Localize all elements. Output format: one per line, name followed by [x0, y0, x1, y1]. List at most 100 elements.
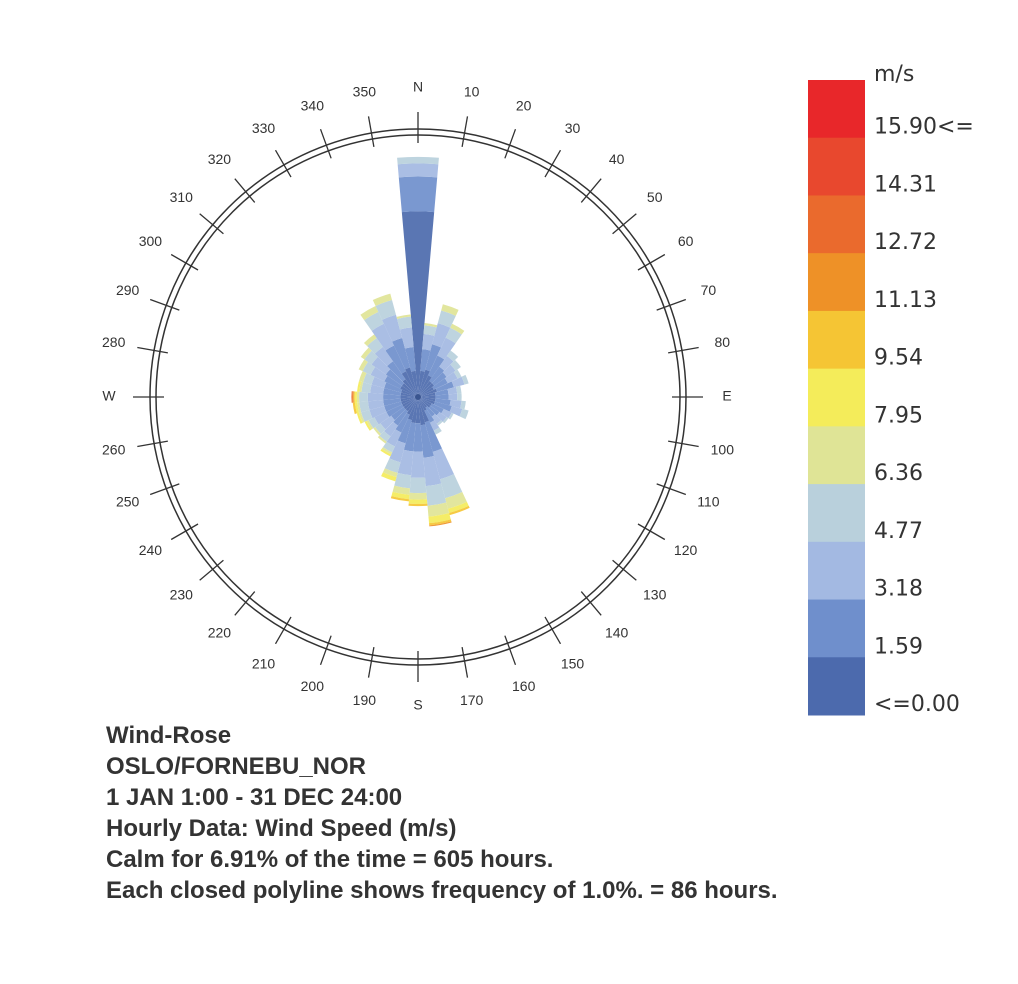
info-line: Calm for 6.91% of the time = 605 hours. [106, 846, 553, 873]
wedge [384, 382, 403, 393]
angle-tick-label: 60 [678, 233, 694, 249]
wedge [440, 474, 463, 499]
wedge [384, 458, 401, 473]
wedge [409, 477, 427, 494]
angle-tick-label: 250 [116, 493, 140, 509]
angle-tick-label: 190 [353, 692, 377, 708]
wedge [401, 211, 435, 397]
colorbar-title: m/s [874, 62, 914, 87]
angle-tick-label: 100 [711, 441, 735, 457]
wedge [401, 383, 418, 397]
angle-tick [199, 213, 224, 235]
wedge [432, 448, 454, 480]
wedge [449, 399, 462, 409]
angle-tick-label: 220 [208, 624, 232, 640]
wedge [354, 391, 358, 403]
angle-tick-label: 230 [170, 586, 194, 602]
wedge [449, 406, 463, 417]
angle-tick [612, 213, 637, 235]
angle-tick-label: 170 [460, 692, 484, 708]
wedge [384, 401, 403, 412]
angle-tick-label: E [722, 388, 731, 404]
wedge [405, 346, 416, 372]
colorbar-label: 9.54 [874, 346, 923, 371]
angle-tick [274, 149, 292, 178]
wedge [363, 334, 377, 347]
center-dot [415, 394, 421, 400]
wedge [457, 393, 462, 401]
wedge [424, 420, 442, 452]
wedge [362, 361, 376, 375]
angle-tick-label: 10 [464, 83, 480, 99]
wedge [453, 369, 462, 379]
wedge [386, 404, 404, 418]
angle-tick [274, 616, 292, 645]
angle-tick-label: S [413, 697, 422, 713]
wedge [408, 499, 428, 504]
colorbar-swatch [808, 541, 865, 601]
angle-tick [170, 253, 199, 271]
wedge [400, 397, 418, 402]
angle-tick [319, 635, 332, 666]
wedge [399, 327, 414, 349]
colorbar-label: <=0.00 [874, 692, 960, 717]
wedge [433, 427, 442, 435]
wedge [375, 423, 386, 435]
wedge [435, 394, 449, 400]
angle-tick [580, 591, 602, 616]
wedge [425, 344, 442, 372]
colorbar-swatch [808, 368, 865, 427]
wedge [381, 472, 397, 482]
wedge [359, 401, 370, 413]
angle-tick [504, 635, 517, 666]
colorbar-swatch [808, 657, 865, 716]
wedge [400, 392, 418, 397]
wedge [367, 400, 385, 410]
colorbar-swatch [808, 253, 865, 312]
angle-tick [137, 346, 168, 354]
wedge [371, 376, 387, 388]
wedge [374, 411, 390, 425]
angle-tick [367, 647, 375, 678]
angle-tick-label: 330 [252, 120, 276, 136]
wedge [364, 350, 378, 365]
angle-tick-label: 160 [512, 678, 536, 694]
wedge [429, 519, 452, 526]
wedge [418, 397, 428, 408]
wedge [386, 429, 402, 447]
wedge [422, 333, 435, 351]
info-line: 1 JAN 1:00 - 31 DEC 24:00 [106, 784, 402, 811]
wedge [418, 370, 425, 397]
angle-tick-label: 280 [102, 334, 126, 350]
wedge [361, 409, 373, 422]
angle-tick [199, 559, 224, 581]
wedge [418, 397, 430, 423]
wedge [360, 305, 379, 321]
wedge [400, 385, 418, 397]
wedge [384, 375, 402, 389]
wedge [436, 412, 447, 422]
angle-tick [234, 591, 256, 616]
wedge [391, 491, 410, 500]
angle-tick-label: 150 [561, 655, 585, 671]
wedge [357, 381, 362, 392]
colorbar-swatch [808, 195, 865, 254]
wedge [425, 483, 447, 506]
wedge [361, 382, 372, 393]
angle-tick [656, 298, 687, 311]
wedge [396, 314, 411, 319]
angle-tick-label: 40 [609, 151, 625, 167]
angle-tick [612, 559, 637, 581]
wedge [420, 349, 431, 372]
wedge [379, 430, 391, 442]
wedge [352, 402, 357, 414]
wedge [357, 402, 362, 413]
wedge [359, 381, 364, 393]
wedge [459, 408, 469, 420]
wedge [407, 397, 418, 421]
wedge [450, 323, 465, 335]
angle-tick [461, 116, 469, 147]
wedge [423, 456, 442, 487]
wedge [351, 391, 353, 403]
angle-tick-label: 140 [605, 624, 629, 640]
